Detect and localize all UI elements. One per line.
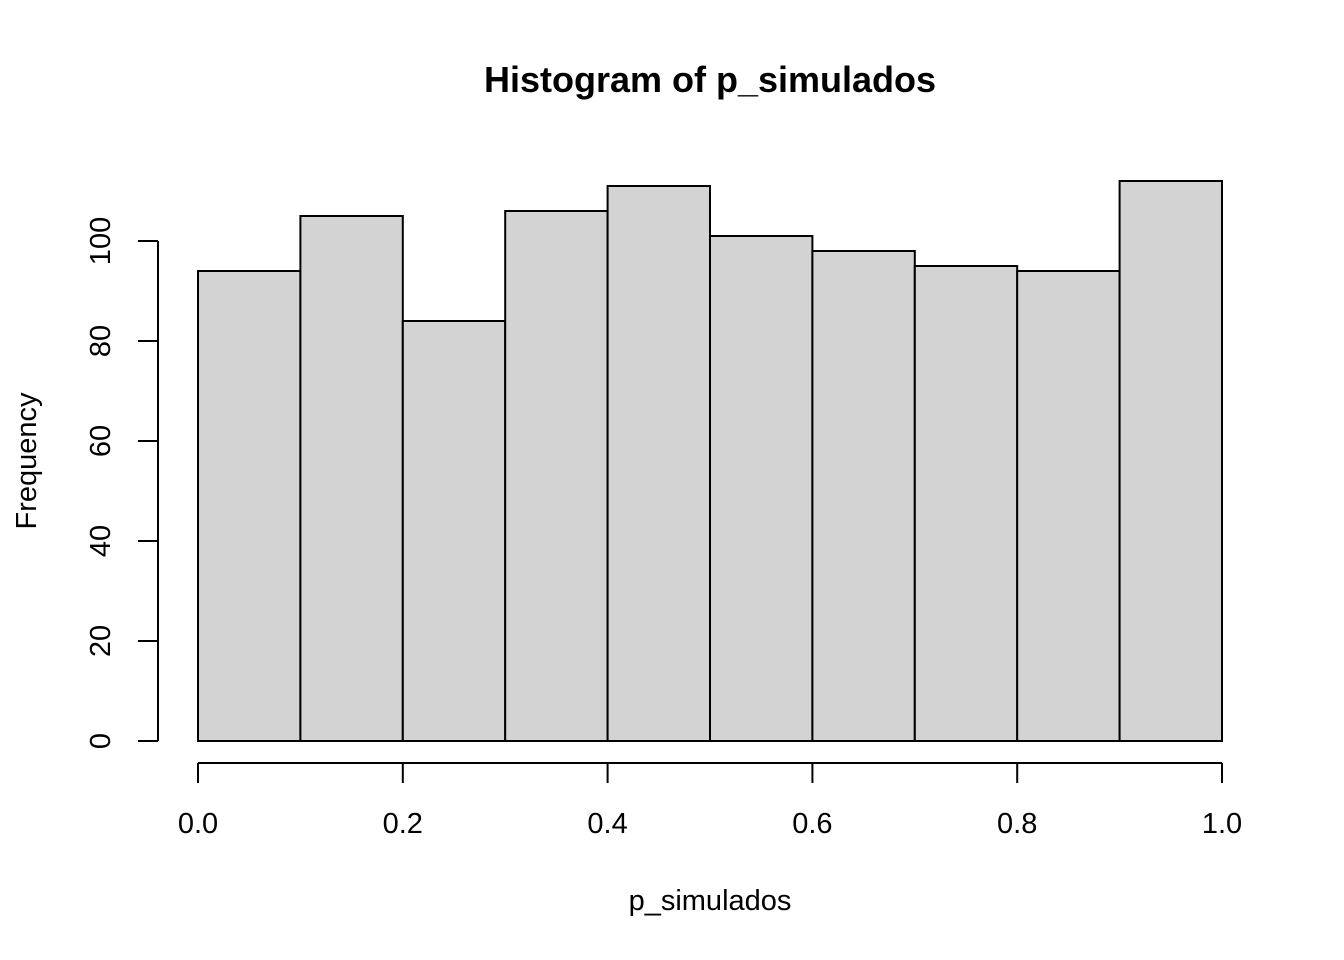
histogram-bar [606,185,711,742]
y-axis-label: Frequency [11,392,43,530]
y-tick-label: 0 [85,733,117,749]
histogram-bar [709,235,814,742]
y-tick-label: 40 [85,525,117,557]
x-tick-label: 1.0 [1202,808,1242,840]
y-tick-label: 60 [85,425,117,457]
x-tick-label: 0.4 [587,808,627,840]
x-axis-label: p_simulados [629,885,792,917]
histogram-bar [197,270,302,742]
x-tick-label: 0.0 [178,808,218,840]
histogram-bar [1016,270,1121,742]
bars-group [197,180,1223,742]
y-tick-label: 20 [85,625,117,657]
x-tick-label: 0.2 [383,808,423,840]
y-tick-label: 80 [85,325,117,357]
x-axis: 0.0 0.2 0.4 0.6 0.8 1.0 [178,762,1242,840]
histogram-bar [504,210,609,742]
histogram-bar [913,265,1019,742]
y-tick-label: 100 [85,217,117,265]
x-tick-label: 0.6 [792,808,832,840]
y-axis: 0 20 40 60 80 100 [85,217,159,749]
chart-title: Histogram of p_simulados [484,59,936,100]
x-tick-label: 0.8 [997,808,1037,840]
histogram-bar [1118,180,1223,742]
histogram-bar [299,215,404,742]
histogram-bar [401,320,507,742]
histogram-bar [811,250,916,742]
